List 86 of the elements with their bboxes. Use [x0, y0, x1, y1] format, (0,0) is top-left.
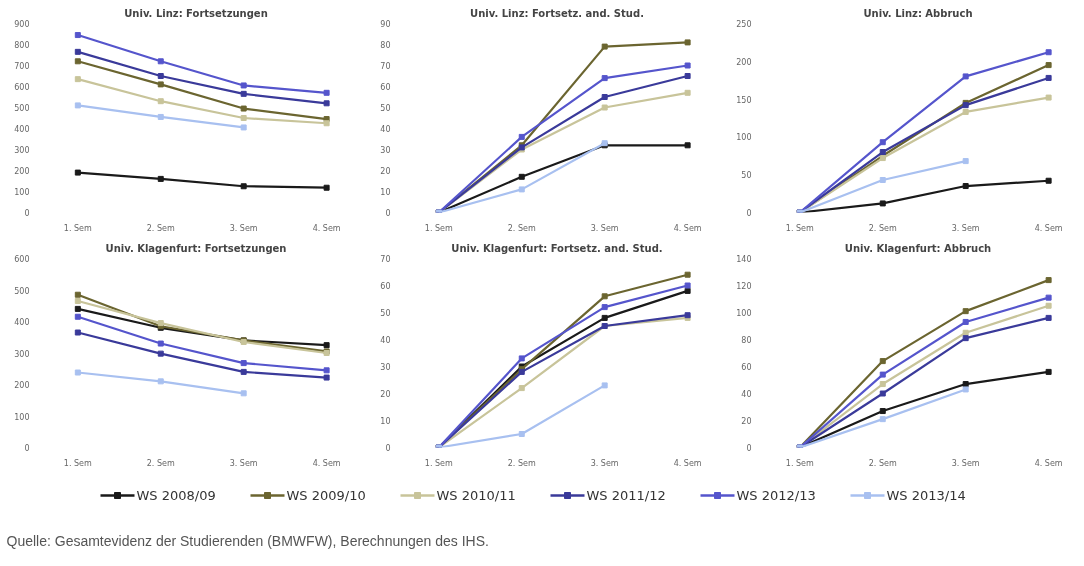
x-tick-label: 3. Sem — [229, 223, 258, 233]
y-tick-label: 10 — [380, 417, 391, 426]
x-tick-label: 3. Sem — [229, 458, 258, 468]
source-note: Quelle: Gesamtevidenz der Studierenden (BMWFW), Berechnungen des IHS. — [6, 532, 489, 549]
x-tick-label: 4. Sem — [1034, 458, 1063, 468]
y-tick-label: 100 — [14, 412, 30, 422]
y-tick-label: 900 — [14, 20, 30, 29]
y-tick-label: 400 — [14, 318, 30, 327]
y-tick-label: 70 — [380, 62, 391, 71]
y-tick-label: 0 — [385, 444, 391, 453]
y-tick-label: 80 — [380, 41, 391, 50]
y-tick-label: 50 — [741, 171, 752, 181]
chart-title: Univ. Linz: Fortsetz. and. Stud. — [470, 7, 644, 19]
y-tick-label: 100 — [736, 133, 752, 143]
x-tick-label: 4. Sem — [673, 223, 702, 233]
y-tick-label: 150 — [736, 95, 752, 105]
y-tick-label: 120 — [736, 282, 752, 291]
y-tick-label: 90 — [380, 20, 391, 29]
y-tick-label: 800 — [14, 41, 30, 50]
y-tick-label: 0 — [24, 209, 30, 218]
chart-title: Univ. Linz: Abbruch — [863, 7, 973, 19]
x-tick-label: 2. Sem — [507, 223, 536, 233]
x-tick-label: 4. Sem — [673, 458, 702, 468]
y-tick-label: 250 — [736, 20, 752, 29]
x-tick-label: 4. Sem — [312, 458, 341, 468]
y-tick-label: 10 — [380, 188, 391, 197]
y-tick-label: 60 — [380, 282, 391, 291]
y-tick-label: 600 — [14, 83, 30, 92]
chart-title: Univ. Klagenfurt: Abbruch — [844, 242, 992, 254]
y-tick-label: 0 — [24, 444, 30, 453]
y-tick-label: 140 — [736, 255, 752, 264]
y-tick-label: 300 — [14, 349, 30, 359]
x-tick-label: 3. Sem — [951, 458, 980, 468]
x-tick-label: 1. Sem — [424, 223, 454, 233]
x-tick-label: 4. Sem — [312, 223, 341, 233]
y-tick-label: 500 — [14, 104, 30, 113]
legend-label: WS 2010/11 — [436, 488, 516, 503]
chart-title: Univ. Klagenfurt: Fortsetzungen — [105, 242, 287, 254]
x-tick-label: 1. Sem — [63, 223, 93, 233]
y-tick-label: 20 — [741, 417, 752, 426]
y-tick-label: 600 — [14, 255, 30, 264]
x-tick-label: 3. Sem — [951, 223, 980, 233]
y-tick-label: 400 — [14, 125, 30, 134]
y-tick-label: 30 — [380, 146, 391, 155]
x-tick-label: 2. Sem — [868, 458, 897, 468]
y-tick-label: 100 — [14, 188, 30, 197]
y-tick-label: 100 — [736, 309, 752, 318]
y-tick-label: 20 — [380, 390, 391, 399]
x-tick-label: 3. Sem — [590, 458, 619, 468]
y-tick-label: 20 — [380, 167, 391, 176]
x-tick-label: 2. Sem — [868, 223, 897, 233]
y-tick-label: 60 — [380, 83, 391, 92]
y-tick-label: 30 — [380, 363, 391, 372]
x-tick-label: 2. Sem — [146, 223, 175, 233]
x-tick-label: 1. Sem — [785, 223, 815, 233]
y-tick-label: 300 — [14, 146, 30, 155]
x-tick-label: 2. Sem — [146, 458, 175, 468]
y-tick-label: 60 — [741, 363, 752, 372]
y-tick-label: 50 — [380, 309, 391, 318]
y-tick-label: 40 — [741, 390, 752, 399]
y-tick-label: 0 — [746, 444, 752, 453]
y-tick-label: 200 — [736, 57, 752, 67]
x-tick-label: 1. Sem — [785, 458, 815, 468]
y-tick-label: 80 — [741, 336, 752, 345]
legend-label: WS 2012/13 — [736, 488, 816, 503]
legend-label: WS 2011/12 — [586, 488, 666, 503]
x-tick-label: 3. Sem — [590, 223, 619, 233]
x-tick-label: 2. Sem — [507, 458, 536, 468]
y-tick-label: 200 — [14, 381, 30, 390]
legend-label: WS 2008/09 — [136, 488, 216, 503]
y-tick-label: 0 — [385, 209, 391, 218]
y-tick-label: 0 — [746, 209, 752, 218]
y-tick-label: 40 — [380, 336, 391, 345]
y-tick-label: 70 — [380, 255, 391, 264]
x-tick-label: 1. Sem — [63, 458, 93, 468]
x-tick-label: 4. Sem — [1034, 223, 1063, 233]
legend-label: WS 2013/14 — [886, 488, 966, 503]
legend-label: WS 2009/10 — [286, 488, 366, 503]
x-tick-label: 1. Sem — [424, 458, 454, 468]
chart-title: Univ. Klagenfurt: Fortsetz. and. Stud. — [451, 242, 663, 254]
y-tick-label: 40 — [380, 125, 391, 134]
y-tick-label: 200 — [14, 167, 30, 176]
y-tick-label: 700 — [14, 62, 30, 71]
y-tick-label: 50 — [380, 104, 391, 113]
y-tick-label: 500 — [14, 286, 30, 296]
chart-title: Univ. Linz: Fortsetzungen — [124, 7, 268, 19]
